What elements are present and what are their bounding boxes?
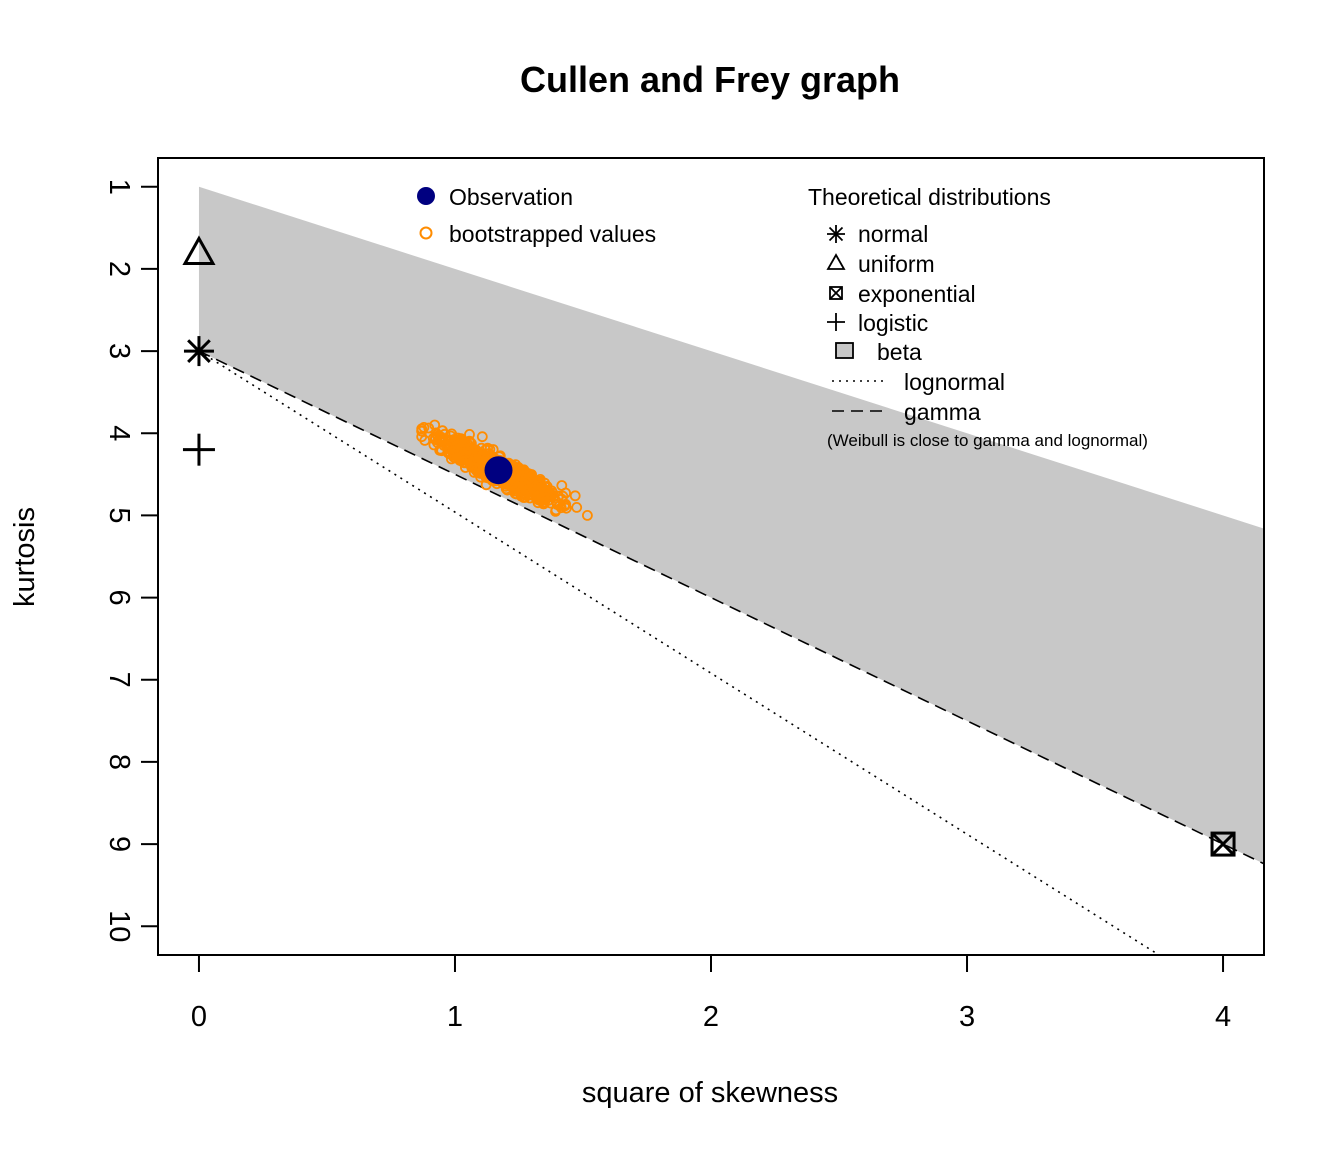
bootstrap-point <box>452 432 464 444</box>
x-tick-label: 1 <box>447 1001 463 1033</box>
bootstrap-point <box>569 490 581 502</box>
beta-region <box>198 186 1264 864</box>
legend-theoretical-title: Theoretical distributions <box>808 184 1051 210</box>
legend-weibull-note: (Weibull is close to gamma and lognormal… <box>827 431 1148 450</box>
legend-bootstrap-label: bootstrapped values <box>449 221 656 247</box>
bootstrap-point <box>571 501 583 513</box>
bootstrap-point <box>469 454 481 466</box>
chart-title: Cullen and Frey graph <box>520 59 900 100</box>
y-tick-label: 6 <box>103 590 135 606</box>
bootstrap-point <box>456 447 468 459</box>
bootstrap-point <box>532 493 544 505</box>
bootstrap-point <box>476 431 488 443</box>
bootstrap-point <box>423 422 435 434</box>
theoretical-logistic-point <box>182 433 215 466</box>
lognormal-line <box>198 350 1160 955</box>
bootstrap-point <box>523 472 535 484</box>
theoretical-uniform-point <box>182 235 216 265</box>
legend-uniform-label: uniform <box>858 251 935 277</box>
legend-uniform-symbol <box>826 253 846 270</box>
legend-exponential-label: exponential <box>858 281 976 307</box>
gamma-line <box>198 350 1264 865</box>
y-tick-label: 7 <box>103 672 135 688</box>
bootstrap-point <box>557 490 569 502</box>
x-tick-label: 4 <box>1215 1001 1231 1033</box>
bootstrap-point <box>434 444 446 456</box>
theoretical-normal-point <box>183 336 214 367</box>
y-tick-label: 10 <box>103 910 135 942</box>
legend-exponential-symbol <box>829 286 843 300</box>
legend-logistic-symbol <box>827 313 845 331</box>
theoretical-exponential-point <box>1210 831 1236 857</box>
legend-lognormal-label: lognormal <box>904 369 1005 395</box>
x-tick-label: 3 <box>959 1001 975 1033</box>
legend-beta-label: beta <box>877 339 922 365</box>
y-tick-label: 5 <box>103 507 135 523</box>
bootstrap-point <box>463 455 475 467</box>
bootstrap-point <box>419 434 431 446</box>
y-tick-label: 8 <box>103 754 135 770</box>
bootstrap-point <box>547 487 559 499</box>
legend-normal-label: normal <box>858 221 928 247</box>
x-tick-label: 2 <box>703 1001 719 1033</box>
bootstrap-point <box>508 474 520 486</box>
y-tick-label: 4 <box>103 425 135 441</box>
bootstrap-point <box>582 510 593 521</box>
y-tick-label: 2 <box>103 261 135 277</box>
bootstrap-point <box>429 434 441 446</box>
bootstrap-point <box>429 419 441 431</box>
y-tick-label: 1 <box>103 179 135 195</box>
legend-observation: Observation bootstrapped values <box>417 184 656 247</box>
legend-gamma-label: gamma <box>904 399 981 425</box>
legend-bootstrap-marker <box>419 226 433 240</box>
legend-logistic-label: logistic <box>858 310 928 336</box>
x-tick-label: 0 <box>191 1001 207 1033</box>
bootstrap-point <box>452 446 464 458</box>
observation-point <box>484 456 513 485</box>
y-tick-label: 9 <box>103 836 135 852</box>
legend-normal-symbol <box>827 225 845 243</box>
y-axis-label: kurtosis <box>9 507 41 607</box>
x-axis-label: square of skewness <box>582 1077 838 1109</box>
legend-theoretical: Theoretical distributions normal uniform… <box>808 184 1148 450</box>
y-tick-label: 3 <box>103 343 135 359</box>
bootstrap-point <box>555 502 567 514</box>
legend-observation-label: Observation <box>449 184 573 210</box>
bootstrap-point <box>445 430 457 442</box>
legend-beta-symbol <box>835 342 854 359</box>
legend-observation-marker <box>417 187 435 205</box>
bootstrap-point <box>541 488 553 500</box>
